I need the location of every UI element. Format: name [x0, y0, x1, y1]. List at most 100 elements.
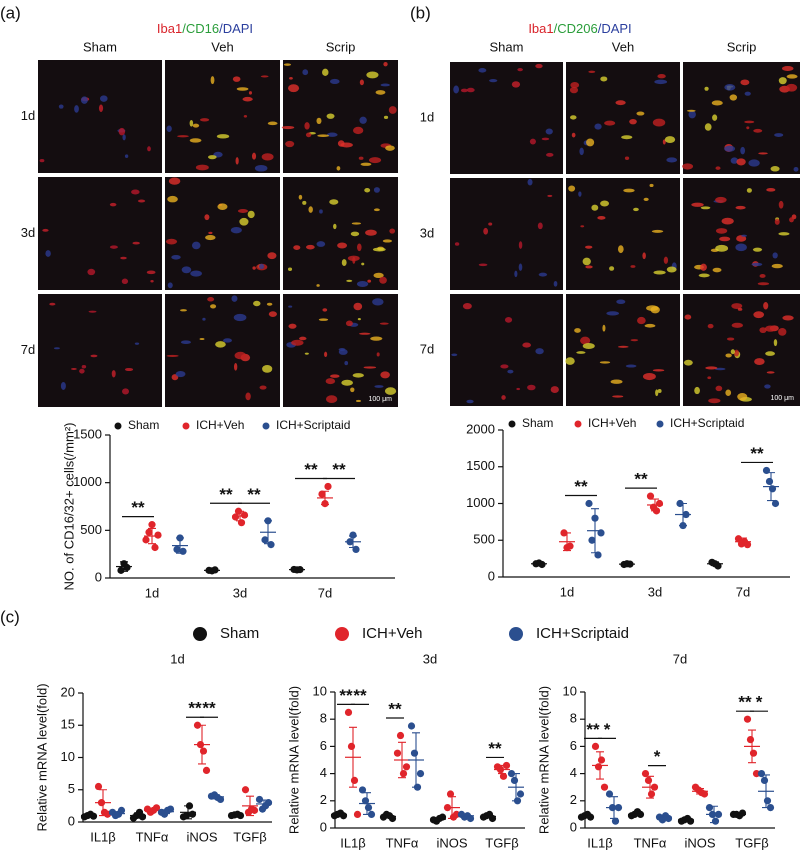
cell: [616, 299, 626, 305]
cell: [501, 395, 506, 400]
cell: [522, 342, 531, 348]
error-bar: [363, 792, 371, 815]
stain-label: Iba1: [528, 21, 553, 36]
data-point: [347, 742, 356, 751]
cell: [190, 270, 202, 277]
data-point: [173, 545, 181, 554]
column-label: Sham: [490, 39, 524, 54]
x-tick-label: IL1β: [340, 835, 366, 850]
cell: [215, 341, 226, 348]
cell: [326, 132, 338, 137]
cell: [365, 229, 377, 236]
cell: [262, 365, 273, 373]
cell: [683, 359, 693, 366]
data-point: [594, 763, 603, 771]
cell: [633, 207, 639, 212]
cell: [753, 311, 765, 319]
cell: [192, 123, 200, 128]
cell: [582, 342, 595, 350]
y-axis-label: Relative mRNA level(fold): [34, 683, 49, 831]
cell: [705, 366, 718, 370]
data-point: [771, 499, 780, 508]
cell: [202, 317, 206, 321]
cell: [782, 315, 794, 321]
significance-label: **: [247, 485, 261, 504]
cell: [606, 311, 620, 316]
cell: [375, 90, 386, 95]
cell: [574, 328, 581, 333]
error-bar: [198, 724, 206, 765]
cell: [374, 385, 384, 388]
cell: [737, 393, 748, 401]
significance-label: **: [188, 699, 202, 718]
cell: [372, 298, 384, 306]
error-bar: [293, 568, 301, 571]
error-bar: [748, 729, 756, 764]
cell: [772, 252, 778, 259]
error-bar: [434, 817, 442, 822]
error-bar: [739, 537, 747, 546]
cell: [189, 138, 202, 143]
significance-label: **: [574, 477, 588, 496]
cell: [298, 194, 303, 200]
cell: [637, 316, 646, 325]
error-bar: [696, 788, 704, 795]
cell: [353, 302, 363, 311]
cell: [370, 336, 383, 341]
error-bar: [623, 563, 631, 566]
cell: [350, 387, 355, 393]
legend-marker: [182, 422, 190, 430]
cell: [71, 367, 77, 370]
row-label: 1d: [21, 108, 35, 123]
cell: [337, 140, 345, 147]
data-point: [402, 763, 411, 771]
error-bar: [596, 751, 604, 780]
x-tick-label: 7d: [318, 585, 332, 600]
error-bar: [321, 490, 329, 506]
micrograph: [450, 294, 563, 406]
error-bar: [535, 562, 543, 566]
micrograph: [683, 294, 800, 406]
cell: [382, 239, 393, 243]
cell: [466, 399, 474, 404]
cell: [576, 351, 586, 354]
error-bar: [120, 561, 128, 572]
cell: [715, 385, 723, 392]
significance-label: *: [604, 720, 611, 739]
cell: [252, 266, 256, 270]
cell: [223, 338, 232, 343]
cell: [363, 366, 377, 369]
cell: [121, 278, 129, 285]
column-label: Veh: [211, 39, 233, 54]
cell: [751, 262, 763, 267]
cell: [757, 282, 770, 286]
cell: [529, 138, 536, 145]
micrograph: [165, 177, 280, 290]
row-label: 3d: [420, 225, 434, 240]
error-bar: [134, 812, 142, 819]
cell: [388, 106, 397, 114]
legend-label: Sham: [220, 625, 259, 642]
x-tick-label: 1d: [560, 584, 574, 599]
cell: [504, 317, 513, 323]
y-tick-label: 10: [563, 683, 577, 698]
cell: [719, 236, 731, 242]
cell: [770, 166, 780, 172]
data-point: [766, 804, 775, 812]
cell: [373, 187, 380, 193]
cell: [167, 282, 173, 289]
significance-label: **: [339, 686, 353, 705]
error-bar: [660, 815, 668, 820]
error-bar: [646, 775, 654, 799]
cell: [385, 145, 395, 151]
stain-title: Iba1/CD16/DAPI: [157, 21, 253, 36]
x-tick-label: TGFβ: [485, 835, 518, 850]
significance-label: **: [304, 460, 318, 479]
cell: [165, 238, 178, 245]
cell: [120, 256, 127, 260]
cell: [708, 398, 721, 404]
cell: [478, 263, 488, 267]
cell: [376, 352, 380, 357]
data-point: [199, 747, 208, 755]
stain-title: Iba1/CD206/DAPI: [528, 21, 631, 36]
